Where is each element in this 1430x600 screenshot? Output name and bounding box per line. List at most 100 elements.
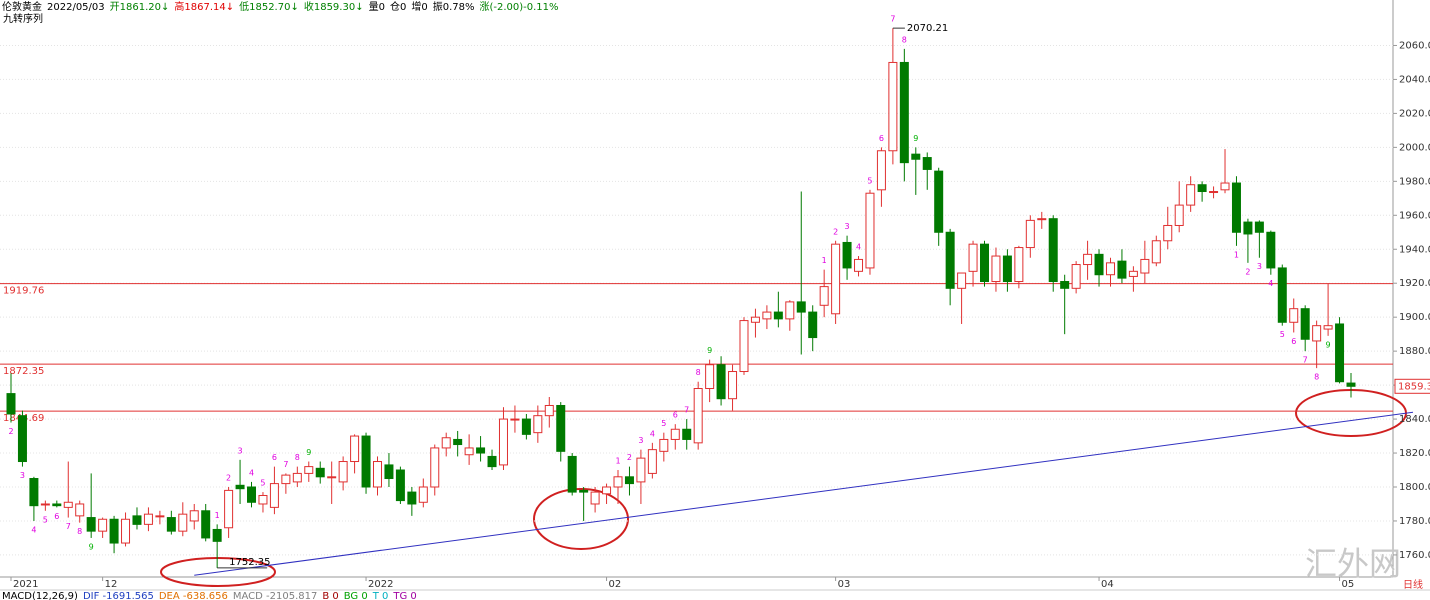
candle-body xyxy=(510,418,520,421)
td-count: 6 xyxy=(272,453,277,462)
candle-body xyxy=(1300,308,1310,340)
candle-body xyxy=(1151,240,1161,264)
candle-body xyxy=(224,489,234,529)
candle-body xyxy=(1060,281,1070,289)
candle-body xyxy=(1346,382,1356,387)
td-count: 9 xyxy=(89,542,94,551)
last-price-label: 1859.30 xyxy=(1398,381,1430,392)
indicator-item: T 0 xyxy=(372,591,389,600)
level-label: 1872.35 xyxy=(3,366,44,377)
candle-body xyxy=(590,491,600,505)
candle-body xyxy=(957,272,967,289)
candle-body xyxy=(29,478,39,507)
candle-body xyxy=(395,469,405,502)
td-count: 3 xyxy=(20,471,25,480)
td-count: 3 xyxy=(1257,262,1262,271)
candle-body xyxy=(17,415,27,463)
candle-body xyxy=(785,301,795,320)
low-label: 1752.35 xyxy=(229,557,270,568)
x-tick-label: 05 xyxy=(1342,579,1355,590)
td-count: 7 xyxy=(1303,356,1308,365)
td-count: 3 xyxy=(238,446,243,455)
candle-body xyxy=(453,438,463,446)
y-tick-label: 1980.00 xyxy=(1399,176,1430,187)
indicator-item: MACD(12,26,9) xyxy=(2,591,78,600)
y-tick-label: 2000.00 xyxy=(1399,142,1430,153)
candle-body xyxy=(682,428,692,440)
candle-body xyxy=(166,517,176,532)
candle-body xyxy=(1105,262,1115,276)
candle-body xyxy=(1312,325,1322,342)
td-count: 7 xyxy=(283,460,288,469)
candle-body xyxy=(1014,247,1024,283)
candle-body xyxy=(728,371,738,400)
highlight-circle xyxy=(160,557,276,587)
candle-body xyxy=(636,457,646,483)
candle-body xyxy=(911,153,921,160)
candle-body xyxy=(361,435,371,488)
candle-body xyxy=(63,501,73,508)
candle-body xyxy=(372,461,382,488)
td-count: 2 xyxy=(1245,267,1250,276)
y-tick-label: 1760.00 xyxy=(1399,550,1430,561)
candle-body xyxy=(831,243,841,315)
candle-body xyxy=(796,301,806,313)
indicator-item: DIF -1691.565 xyxy=(83,591,154,600)
y-tick-label: 1840.00 xyxy=(1399,414,1430,425)
y-tick-label: 2060.00 xyxy=(1399,40,1430,51)
td-count: 1 xyxy=(215,511,220,520)
candle-body xyxy=(155,515,165,518)
candle-body xyxy=(98,518,108,532)
header-item: 振0.78% xyxy=(433,0,475,13)
candle-body xyxy=(1220,182,1230,191)
candle-body xyxy=(865,192,875,269)
candle-body xyxy=(384,464,394,480)
td-count: 8 xyxy=(295,453,300,462)
x-tick-label: 04 xyxy=(1101,579,1114,590)
candle-body xyxy=(1209,191,1219,194)
td-count: 1 xyxy=(615,457,620,466)
candle-body xyxy=(143,513,153,525)
candle-body xyxy=(1277,267,1287,323)
td-count: 9 xyxy=(913,134,918,143)
candle-body xyxy=(888,61,898,152)
header-item: 伦敦黄金 xyxy=(2,0,42,13)
candle-body xyxy=(52,503,62,507)
candle-body xyxy=(1094,253,1104,276)
candle-body xyxy=(934,170,944,233)
candle-body xyxy=(269,483,279,508)
candle-body xyxy=(750,316,760,323)
candle-body xyxy=(945,231,955,289)
y-tick-label: 2020.00 xyxy=(1399,108,1430,119)
candle-body xyxy=(407,491,417,505)
candle-body xyxy=(350,435,360,463)
candle-body xyxy=(1163,224,1173,242)
candle-body xyxy=(1289,308,1299,323)
candle-body xyxy=(86,517,96,532)
candle-body xyxy=(1002,255,1012,283)
candle-body xyxy=(327,476,337,479)
candle-body xyxy=(899,61,909,164)
y-tick-label: 1880.00 xyxy=(1399,346,1430,357)
candle-body xyxy=(1243,221,1253,235)
candle-body xyxy=(968,243,978,272)
candle-body xyxy=(258,494,268,505)
td-count: 4 xyxy=(650,429,655,438)
candle-body xyxy=(602,486,612,495)
td-count: 5 xyxy=(867,176,872,185)
candle-body xyxy=(1048,218,1058,283)
candle-body xyxy=(1025,219,1035,249)
td-count: 5 xyxy=(260,479,265,488)
header-item: 高1867.14↓ xyxy=(174,0,234,13)
td-count: 7 xyxy=(66,522,71,531)
td-count: 8 xyxy=(696,368,701,377)
candle-body xyxy=(1186,184,1196,206)
td-count: 6 xyxy=(673,411,678,420)
header: 伦敦黄金 2022/05/03 开1861.20↓ 高1867.14↓ 低1852.70… xyxy=(2,0,559,13)
candle-body xyxy=(338,461,348,483)
candle-body xyxy=(418,486,428,503)
candle-body xyxy=(476,447,486,454)
highlight-circle xyxy=(533,488,629,550)
candle-body xyxy=(235,484,245,490)
